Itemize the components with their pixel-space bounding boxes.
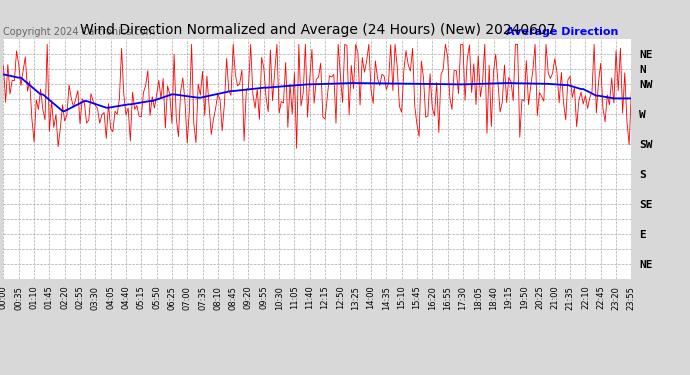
Text: Average Direction: Average Direction — [506, 27, 619, 37]
Text: Copyright 2024 Cartronics.com: Copyright 2024 Cartronics.com — [3, 27, 155, 37]
Title: Wind Direction Normalized and Average (24 Hours) (New) 20240607: Wind Direction Normalized and Average (2… — [79, 23, 555, 37]
